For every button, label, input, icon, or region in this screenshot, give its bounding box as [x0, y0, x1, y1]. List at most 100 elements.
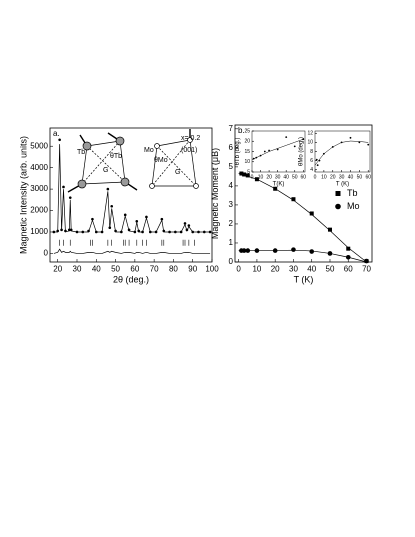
data-point — [183, 222, 187, 225]
x-axis-label: T (K) — [336, 182, 349, 188]
data-point — [62, 185, 65, 189]
edge — [156, 145, 197, 187]
x-tick-label: 60 — [344, 265, 353, 274]
tetrahedron-mo — [149, 129, 199, 189]
legend-marker — [335, 203, 341, 210]
data-point — [316, 164, 319, 167]
annotation: G — [175, 169, 180, 176]
y-tick-label: 2 — [229, 219, 234, 228]
y-tick-label: 7 — [229, 124, 234, 133]
edge — [151, 145, 158, 187]
x-tick-label: 70 — [150, 265, 159, 274]
data-point — [135, 219, 139, 223]
data-point — [160, 217, 164, 221]
annotation: Tb — [77, 149, 85, 156]
x-tick-label: 20 — [53, 265, 62, 274]
data-point — [263, 150, 266, 153]
x-tick-label: 10 — [321, 174, 327, 180]
y-tick-label: 3 — [229, 200, 234, 209]
x-tick-label: 50 — [326, 265, 335, 274]
x-tick-label: 20 — [271, 265, 280, 274]
atom — [154, 143, 160, 149]
x-tick-label: 70 — [362, 265, 371, 274]
x-tick-label: 20 — [266, 174, 272, 180]
atom — [149, 183, 155, 189]
data-point — [291, 247, 296, 252]
data-point — [208, 230, 212, 234]
y-tick-label: 6 — [310, 158, 313, 164]
data-point — [293, 145, 296, 148]
y-tick-label: 0 — [44, 249, 49, 258]
x-tick-label: 50 — [357, 174, 363, 180]
y-axis-label: θMo (deg.) — [298, 137, 304, 166]
y-tick-label: 10 — [244, 159, 250, 165]
x-axis-label: T(K) — [273, 182, 285, 188]
plot-frame — [234, 124, 373, 263]
y-tick-label: 20 — [244, 139, 250, 145]
annotation: x= 0.2 — [181, 135, 200, 142]
x-tick-label: 20 — [330, 174, 336, 180]
x-tick-label: 50 — [292, 174, 298, 180]
x-tick-label: 40 — [92, 265, 101, 274]
data-point — [68, 196, 72, 199]
data-point — [364, 258, 369, 264]
x-tick-label: 40 — [283, 174, 289, 180]
panel-label: b. — [238, 126, 245, 135]
data-point — [315, 158, 318, 161]
data-point — [245, 173, 250, 178]
x-tick-label: 30 — [275, 174, 281, 180]
annotation: (001) — [181, 147, 197, 154]
annotation: θMo — [154, 157, 168, 164]
series-line — [238, 173, 367, 263]
atom — [77, 179, 87, 189]
data-point — [309, 249, 315, 254]
legend-label: Tb — [347, 188, 358, 198]
edge — [81, 145, 88, 185]
x-tick-label: 40 — [348, 174, 354, 180]
edge — [81, 181, 126, 185]
y-tick-label: 25 — [244, 128, 250, 134]
edge — [189, 139, 197, 187]
data-point — [346, 246, 351, 251]
data-point — [309, 211, 314, 216]
x-tick-label: 30 — [73, 265, 82, 274]
data-point — [302, 138, 305, 141]
tetrahedron-tb — [67, 132, 138, 193]
x-axis-label: T (K) — [294, 274, 314, 284]
x-tick-label: 60 — [130, 265, 139, 274]
x-tick-label: 100 — [205, 265, 219, 274]
y-axis-label: Magnetic Moment (μB) — [210, 148, 220, 239]
y-tick-label: 0 — [229, 257, 234, 266]
data-point — [349, 136, 352, 139]
data-point — [367, 143, 370, 146]
data-point — [187, 224, 191, 227]
y-axis-label: θTb (deg.) — [235, 138, 241, 166]
y-tick-label: 5 — [247, 169, 250, 175]
y-tick-label: 1 — [229, 238, 234, 247]
y-tick-label: 2000 — [30, 206, 48, 215]
data-point — [123, 213, 127, 217]
legend-label: Mo — [347, 201, 360, 211]
y-tick-label: 10 — [307, 140, 313, 146]
x-tick-label: 10 — [258, 174, 264, 180]
y-tick-label: 5000 — [30, 141, 48, 150]
atom — [115, 136, 125, 146]
y-tick-label: 4000 — [30, 163, 48, 172]
data-point — [276, 148, 279, 151]
edge — [156, 139, 191, 147]
x-tick-label: 60 — [365, 174, 371, 180]
y-tick-label: 12 — [307, 131, 313, 137]
annotation: Mo — [144, 147, 154, 154]
data-point — [358, 141, 361, 144]
data-point — [58, 138, 61, 142]
data-point — [52, 230, 56, 234]
x-axis-label: 2θ (deg.) — [113, 274, 149, 284]
x-tick-label: 30 — [289, 265, 298, 274]
series-line — [238, 249, 367, 263]
y-tick-label: 6 — [229, 143, 234, 152]
data-point — [291, 197, 296, 202]
annotation: θTb — [110, 153, 122, 160]
y-tick-label: 15 — [244, 149, 250, 155]
